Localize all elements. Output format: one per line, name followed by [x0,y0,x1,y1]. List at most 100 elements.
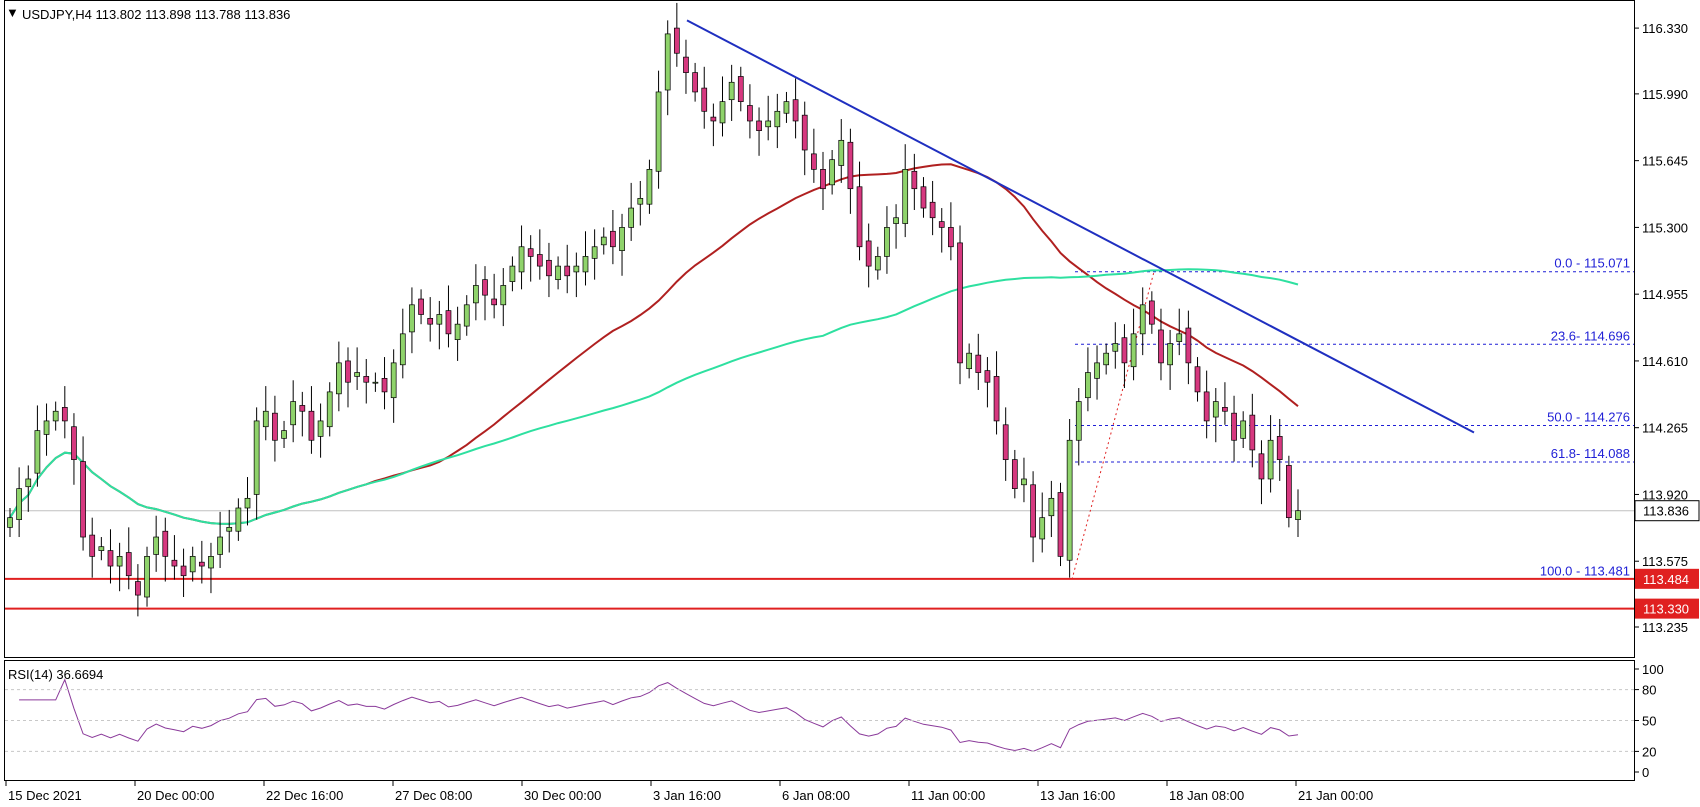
bull-candle [719,101,726,124]
bull-candle [1021,478,1027,486]
price-axis: 116.330 115.990 115.645 115.300 114.955 114.6… [1634,21,1700,635]
symbol-info: USDJPY,H4 113.802 113.898 113.788 113.83… [22,7,290,22]
fib-level-label: 61.8- 114.088 [1551,446,1630,461]
rsi-tick-label: 0 [1642,765,1649,780]
main-chart-frame [4,0,1635,658]
bear-candle [820,169,826,190]
bull-candle [1075,401,1082,441]
bear-candle [491,298,497,306]
bear-candle [1194,366,1201,393]
bull-candle [217,536,223,555]
bear-candle [272,412,278,441]
bear-candle [89,534,96,557]
bear-candle [1148,300,1155,325]
descending-trendline[interactable] [686,19,1475,434]
bull-candle [573,265,580,273]
price-tick-label: 115.300 [1642,220,1688,235]
bear-candle [856,186,863,248]
current-price-badge [1634,500,1700,522]
bear-candle [1286,465,1292,519]
bull-candle [390,362,397,399]
price-tick-label: 114.955 [1642,287,1688,302]
time-label: 22 Dec 16:00 [266,788,343,803]
bear-candle [162,530,169,557]
support-line-lower-label: 113.330 [1643,602,1689,617]
bull-candle [326,391,333,428]
bear-candle [308,410,315,441]
bear-candle [737,76,744,102]
bull-candle [600,236,607,246]
rsi-tick-label: 20 [1642,744,1656,759]
bull-candle [838,139,845,166]
collapse-triangle-icon[interactable]: ▼ [6,5,19,20]
bull-candle [436,314,443,325]
bull-candle [16,488,22,520]
bear-candle [920,186,927,209]
bull-candle [619,227,625,251]
current-price-label: 113.836 [1643,504,1689,519]
rsi-line [19,678,1299,752]
bear-candle [756,120,762,132]
bull-candle [262,410,269,428]
bear-candle [865,240,872,267]
bull-candle [1066,439,1073,561]
bull-candle [34,430,41,474]
bear-candle [701,87,708,112]
bear-candle [747,105,753,122]
bull-candle [765,120,772,128]
bull-candle [555,265,561,281]
bull-candle [144,556,150,598]
bull-candle [1048,497,1055,517]
bear-candle [418,298,424,315]
fast-moving-average [9,268,1299,525]
bear-candle [71,426,77,460]
bear-candle [1231,412,1237,441]
bull-candle [1094,362,1100,379]
bear-candle [847,141,854,190]
price-tick-label: 115.645 [1642,154,1688,169]
bear-candle [1011,459,1018,489]
bull-candle [884,227,890,257]
bear-candle [363,376,370,383]
bull-candle [43,420,50,435]
bear-candle [107,550,114,567]
bear-candle [198,561,205,567]
time-label: 20 Dec 00:00 [137,788,214,803]
bull-candle [829,159,835,186]
fibonacci-retracement[interactable]: 0.0 - 115.071 23.6- 114.696 50.0 - 114.276… [1071,256,1634,580]
bear-candle [1222,407,1228,412]
bear-candle [984,370,991,383]
bull-candle [336,362,342,395]
time-axis: 15 Dec 2021 20 Dec 00:00 22 Dec 16:00 27 De… [5,781,1373,803]
bear-candle [911,170,918,190]
bull-candle [153,536,160,555]
bull-candle [500,285,507,306]
bull-candle [1103,352,1110,366]
rsi-tick-label: 80 [1642,683,1656,698]
bull-candle [244,497,251,509]
bear-candle [381,377,388,393]
time-label: 18 Jan 08:00 [1169,788,1244,803]
bull-candle [372,381,379,384]
fib-level-label: 0.0 - 115.071 [1554,256,1630,271]
bull-candle [116,556,123,567]
bull-candle [473,285,479,304]
bear-candle [801,114,808,151]
trendline[interactable] [686,19,1475,434]
bull-candle [25,478,32,488]
rsi-tick-label: 50 [1642,714,1656,729]
bull-candle [582,256,589,273]
bear-candle [1258,453,1265,480]
bear-candle [610,230,616,248]
bear-candle [80,461,86,538]
bull-candle [253,420,260,495]
rsi-line [19,678,1299,752]
bear-candle [135,581,141,596]
bull-candle [774,110,781,128]
bear-candle [938,221,945,228]
bull-candle [591,246,598,259]
rsi-tick-label: 100 [1642,662,1664,677]
bull-candle [628,207,635,228]
price-tick-label: 113.575 [1642,554,1688,569]
